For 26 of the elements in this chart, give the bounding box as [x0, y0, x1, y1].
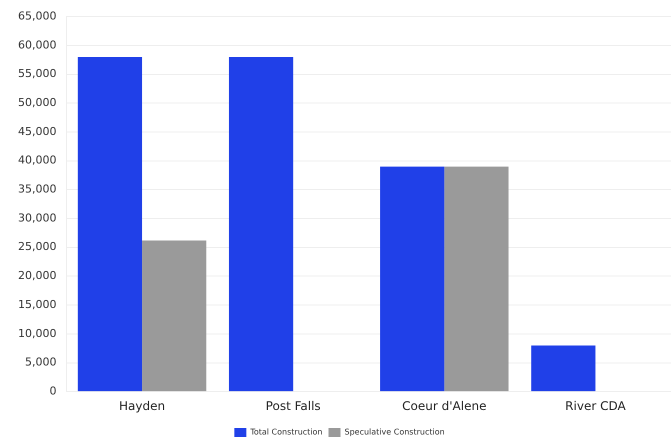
bar: [78, 56, 142, 392]
bar: [444, 166, 509, 392]
y-tick-label: 20,000: [18, 269, 56, 282]
y-tick-label: 55,000: [18, 67, 56, 80]
bar: [228, 56, 294, 392]
y-tick-label: 50,000: [18, 96, 56, 109]
y-tick-label: 25,000: [18, 240, 56, 254]
bar: [380, 166, 444, 392]
x-tick-label: Post Falls: [266, 398, 321, 413]
x-tick-label: Hayden: [119, 398, 166, 413]
y-tick-label: 5,000: [24, 356, 56, 369]
y-tick-label: 10,000: [18, 326, 56, 340]
y-tick-label: 65,000: [18, 9, 56, 22]
y-tick-label: 35,000: [18, 182, 56, 196]
y-tick-label: 15,000: [18, 298, 56, 311]
x-tick-label: River CDA: [565, 398, 626, 413]
bar: [531, 345, 596, 392]
y-tick-label: 60,000: [18, 38, 56, 52]
y-tick-label: 30,000: [18, 211, 56, 224]
y-tick-label: 40,000: [18, 154, 56, 167]
x-tick-label: Coeur d'Alene: [402, 398, 486, 413]
legend-label: Speculative Construction: [344, 428, 445, 437]
legend-label: Total Construction: [249, 428, 323, 437]
bar: [142, 240, 206, 392]
y-tick-label: 0: [49, 384, 56, 398]
y-tick-label: 45,000: [18, 124, 56, 138]
